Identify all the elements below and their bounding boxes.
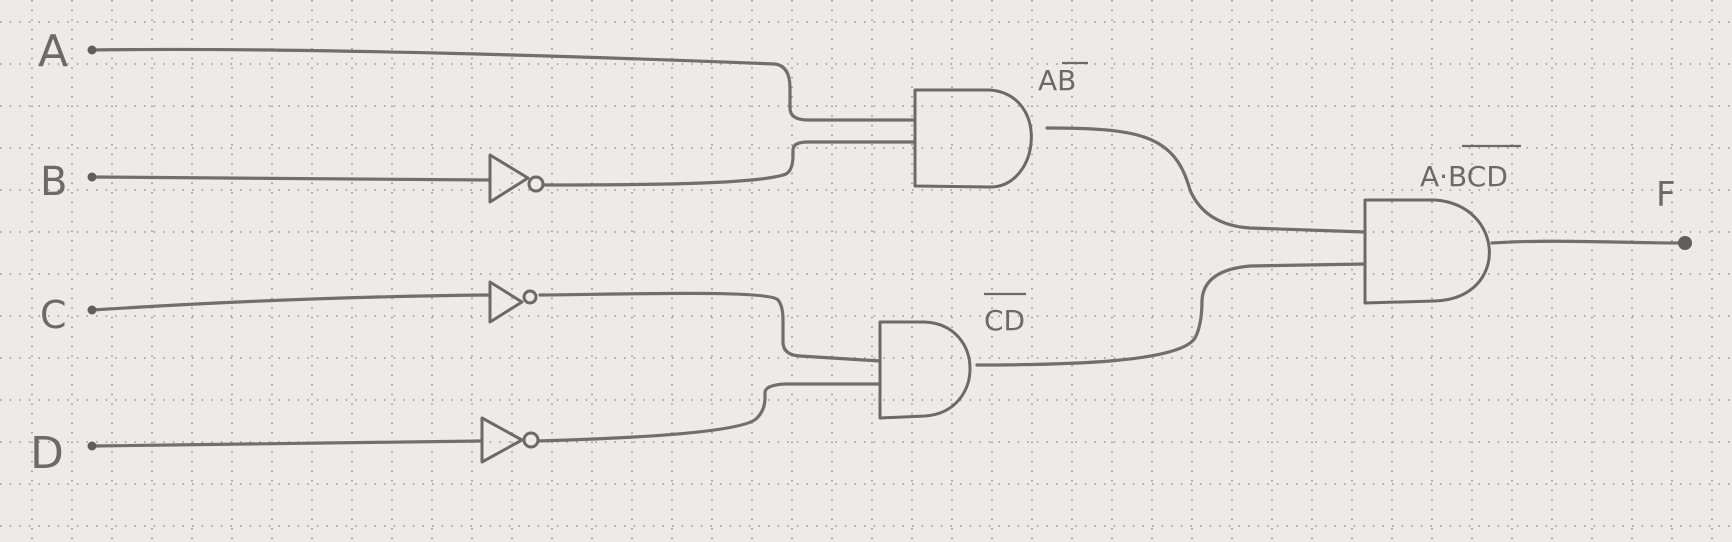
wire-and-bottom-to-and-final bbox=[975, 262, 1367, 367]
and-gate-final bbox=[1363, 198, 1491, 305]
wire-and-top-to-and-final bbox=[1045, 126, 1367, 234]
input-c-label: C bbox=[40, 293, 67, 337]
wire-a-to-and-top bbox=[90, 47, 917, 122]
wires bbox=[90, 47, 1687, 448]
wire-not-d-to-and-bottom bbox=[536, 382, 882, 443]
input-c-terminal bbox=[87, 305, 97, 315]
wire-and-final-to-f bbox=[1490, 239, 1687, 245]
input-b-terminal bbox=[87, 172, 97, 182]
input-a-label: A bbox=[38, 26, 68, 77]
wire-not-c-to-and-bottom bbox=[538, 291, 882, 363]
wire-b-to-not-b bbox=[90, 175, 492, 182]
output-f-label: F bbox=[1656, 175, 1676, 215]
and-gate-bottom bbox=[878, 320, 972, 420]
not-gate-d bbox=[480, 416, 540, 464]
output-f-terminal bbox=[1678, 236, 1692, 250]
label-and-final: A·BCD bbox=[1420, 160, 1508, 193]
not-gate-b bbox=[488, 153, 545, 204]
label-and-bottom: CD bbox=[984, 304, 1025, 337]
label-and-top: AB bbox=[1038, 64, 1076, 97]
not-gate-c bbox=[488, 280, 538, 324]
wire-c-to-not-c bbox=[90, 293, 492, 312]
wire-d-to-not-d bbox=[90, 439, 484, 448]
input-d-terminal bbox=[87, 441, 97, 451]
input-a-terminal bbox=[87, 45, 97, 55]
input-b-label: B bbox=[40, 159, 67, 205]
wire-not-b-to-and-top bbox=[542, 140, 917, 187]
and-gate-top bbox=[913, 88, 1033, 189]
input-d-label: D bbox=[30, 428, 64, 479]
